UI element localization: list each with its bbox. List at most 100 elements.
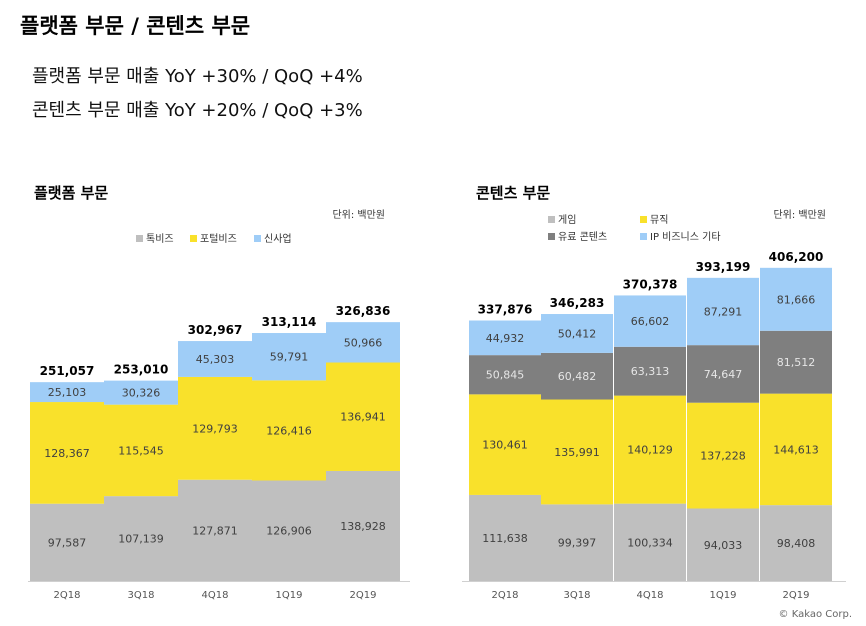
x-tick-platform-3Q18: 3Q18 bbox=[128, 590, 155, 601]
data-label-platform-4Q18-2: 45,303 bbox=[196, 353, 235, 366]
x-tick-platform-4Q18: 4Q18 bbox=[202, 590, 229, 601]
legend-swatch-content-3 bbox=[640, 233, 647, 240]
bar-content-2Q18-1 bbox=[469, 394, 541, 495]
data-label-content-2Q19-3: 81,666 bbox=[777, 293, 816, 306]
legend-swatch-content-0 bbox=[548, 216, 555, 223]
bar-content-3Q18-0 bbox=[541, 504, 613, 581]
data-label-platform-1Q19-2: 59,791 bbox=[270, 351, 309, 364]
data-label-platform-1Q19-1: 126,416 bbox=[266, 424, 312, 437]
x-tick-platform-2Q18: 2Q18 bbox=[54, 590, 81, 601]
bar-content-4Q18-3 bbox=[614, 295, 686, 347]
data-label-content-4Q18-0: 100,334 bbox=[627, 536, 673, 549]
data-label-platform-2Q19-1: 136,941 bbox=[340, 411, 386, 424]
data-label-content-2Q19-1: 144,613 bbox=[773, 443, 819, 456]
data-label-content-2Q18-2: 50,845 bbox=[486, 369, 525, 382]
x-tick-content-2Q18: 2Q18 bbox=[492, 590, 519, 601]
bar-platform-2Q19-1 bbox=[326, 362, 400, 471]
data-label-content-2Q18-0: 111,638 bbox=[482, 532, 528, 545]
bar-platform-3Q18-1 bbox=[104, 404, 178, 497]
platform-unit-label: 단위: 백만원 bbox=[332, 208, 385, 221]
data-label-content-3Q18-3: 50,412 bbox=[558, 327, 597, 340]
total-label-platform-3Q18: 253,010 bbox=[114, 363, 169, 377]
data-label-platform-2Q18-2: 25,103 bbox=[48, 386, 87, 399]
bar-platform-2Q19-0 bbox=[326, 470, 400, 581]
x-tick-content-3Q18: 3Q18 bbox=[564, 590, 591, 601]
bar-content-4Q18-2 bbox=[614, 346, 686, 396]
total-label-platform-2Q18: 251,057 bbox=[40, 364, 95, 378]
legend-label-platform-2: 신사업 bbox=[264, 232, 292, 245]
platform-chart-title: 플랫폼 부문 bbox=[34, 184, 108, 202]
bar-content-1Q19-0 bbox=[687, 508, 759, 581]
content-unit-label: 단위: 백만원 bbox=[773, 208, 826, 221]
bar-platform-3Q18-0 bbox=[104, 496, 178, 581]
x-tick-platform-1Q19: 1Q19 bbox=[276, 590, 303, 601]
data-label-content-3Q18-0: 99,397 bbox=[558, 537, 597, 550]
data-label-platform-3Q18-2: 30,326 bbox=[122, 387, 161, 400]
bar-content-3Q18-1 bbox=[541, 399, 613, 505]
bar-platform-1Q19-0 bbox=[252, 480, 326, 581]
data-label-content-4Q18-2: 63,313 bbox=[631, 365, 670, 378]
x-tick-content-2Q19: 2Q19 bbox=[783, 590, 810, 601]
bar-content-2Q18-3 bbox=[469, 320, 541, 356]
bar-platform-2Q19-2 bbox=[326, 322, 400, 363]
total-label-content-3Q18: 346,283 bbox=[550, 296, 605, 310]
data-label-platform-4Q18-0: 127,871 bbox=[192, 524, 238, 537]
data-label-platform-3Q18-0: 107,139 bbox=[118, 533, 164, 546]
bar-content-1Q19-1 bbox=[687, 402, 759, 509]
bar-platform-1Q19-2 bbox=[252, 333, 326, 381]
data-label-platform-2Q19-2: 50,966 bbox=[344, 336, 383, 349]
total-label-content-4Q18: 370,378 bbox=[623, 277, 678, 291]
data-label-platform-4Q18-1: 129,793 bbox=[192, 422, 238, 435]
data-label-platform-2Q18-0: 97,587 bbox=[48, 536, 87, 549]
legend-swatch-platform-0 bbox=[136, 235, 143, 242]
bar-content-2Q19-1 bbox=[760, 393, 832, 506]
bar-platform-2Q18-1 bbox=[30, 402, 104, 504]
legend-swatch-platform-2 bbox=[254, 235, 261, 242]
bar-platform-4Q18-2 bbox=[178, 341, 252, 377]
bar-content-1Q19-2 bbox=[687, 345, 759, 403]
bar-content-2Q18-2 bbox=[469, 355, 541, 395]
x-tick-platform-2Q19: 2Q19 bbox=[350, 590, 377, 601]
data-label-platform-3Q18-1: 115,545 bbox=[118, 444, 164, 457]
data-label-content-1Q19-1: 137,228 bbox=[700, 450, 746, 463]
data-label-content-3Q18-2: 60,482 bbox=[558, 370, 597, 383]
legend-label-content-1: 뮤직 bbox=[650, 214, 668, 226]
total-label-platform-1Q19: 313,114 bbox=[262, 315, 317, 329]
bar-content-2Q19-0 bbox=[760, 505, 832, 581]
data-label-content-1Q19-2: 74,647 bbox=[704, 368, 743, 381]
bar-content-4Q18-0 bbox=[614, 503, 686, 581]
bar-content-1Q19-3 bbox=[687, 277, 759, 346]
bar-content-2Q19-3 bbox=[760, 267, 832, 331]
data-label-content-2Q19-0: 98,408 bbox=[777, 537, 816, 550]
bar-platform-3Q18-2 bbox=[104, 380, 178, 405]
bar-platform-1Q19-1 bbox=[252, 380, 326, 481]
total-label-platform-2Q19: 326,836 bbox=[336, 304, 391, 318]
legend-label-content-3: IP 비즈니스 기타 bbox=[650, 231, 721, 243]
data-label-content-3Q18-1: 135,991 bbox=[554, 446, 600, 459]
data-label-content-4Q18-1: 140,129 bbox=[627, 444, 673, 457]
bar-content-3Q18-2 bbox=[541, 352, 613, 400]
bar-content-3Q18-3 bbox=[541, 314, 613, 353]
data-label-content-1Q19-0: 94,033 bbox=[704, 539, 743, 552]
data-label-content-2Q18-1: 130,461 bbox=[482, 439, 528, 452]
bar-platform-4Q18-1 bbox=[178, 376, 252, 480]
bar-platform-2Q18-0 bbox=[30, 503, 104, 581]
data-label-content-2Q18-3: 44,932 bbox=[486, 332, 525, 345]
legend-label-platform-1: 포털비즈 bbox=[200, 233, 237, 245]
data-label-content-2Q19-2: 81,512 bbox=[777, 356, 816, 369]
bar-platform-4Q18-0 bbox=[178, 479, 252, 581]
legend-label-content-0: 게임 bbox=[558, 213, 576, 226]
data-label-platform-2Q18-1: 128,367 bbox=[44, 447, 90, 460]
legend-swatch-platform-1 bbox=[190, 235, 197, 242]
content-growth-line: 콘텐츠 부문 매출 YoY +20% / QoQ +3% bbox=[32, 100, 363, 121]
slide-title: 플랫폼 부문 / 콘텐츠 부문 bbox=[20, 14, 251, 38]
total-label-platform-4Q18: 302,967 bbox=[188, 323, 243, 337]
legend-label-content-2: 유료 콘텐츠 bbox=[558, 231, 607, 243]
data-label-platform-1Q19-0: 126,906 bbox=[266, 525, 312, 538]
total-label-content-2Q19: 406,200 bbox=[769, 250, 824, 264]
legend-label-platform-0: 톡비즈 bbox=[146, 233, 174, 245]
data-label-platform-2Q19-0: 138,928 bbox=[340, 520, 386, 533]
copyright: © Kakao Corp. bbox=[778, 609, 852, 620]
